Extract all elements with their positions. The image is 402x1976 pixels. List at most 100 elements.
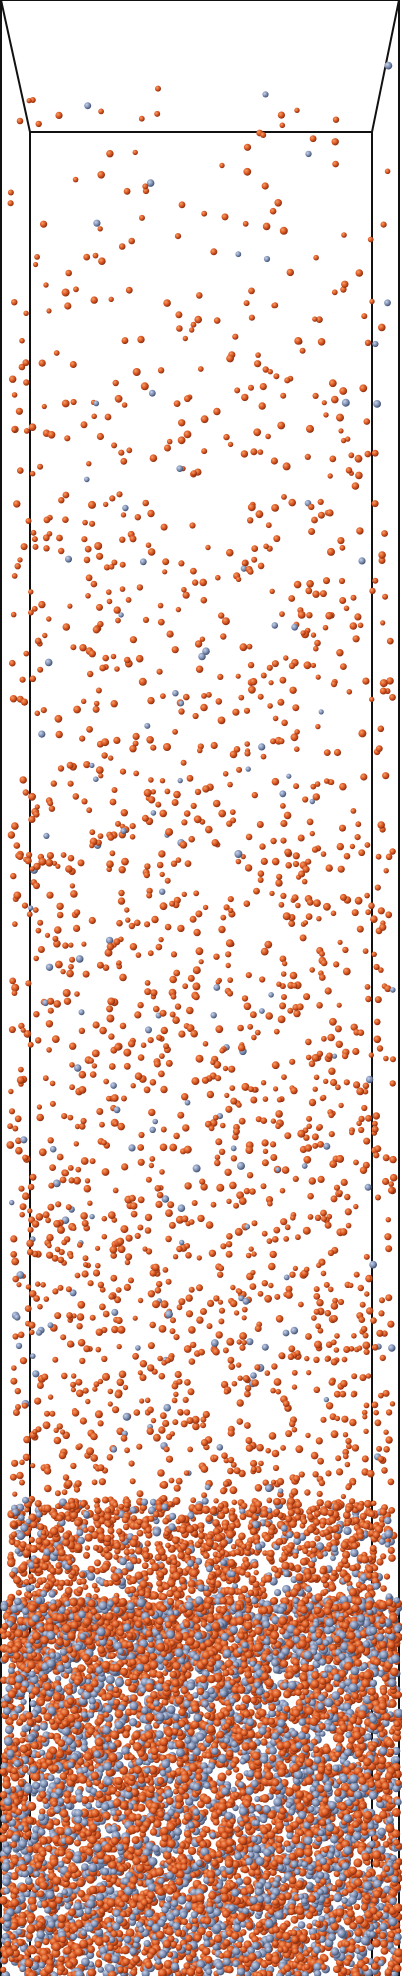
particle — [260, 947, 269, 956]
particle — [116, 1237, 125, 1246]
particle — [57, 1225, 65, 1234]
particle — [46, 852, 55, 860]
particle — [62, 1169, 69, 1177]
particle — [306, 899, 314, 906]
particle — [182, 335, 188, 342]
particle — [325, 1341, 333, 1348]
particle — [77, 1300, 86, 1309]
particle — [62, 491, 70, 499]
particle — [10, 611, 17, 618]
particle — [273, 373, 280, 380]
particle — [244, 1223, 251, 1230]
particle — [282, 462, 291, 471]
particle — [333, 1532, 342, 1541]
particle — [33, 955, 39, 962]
particle — [342, 1432, 349, 1438]
particle — [317, 338, 326, 346]
particle — [385, 1245, 393, 1253]
particle — [276, 873, 283, 880]
particle — [104, 1513, 112, 1521]
particle — [374, 1018, 381, 1026]
particle — [137, 1001, 144, 1009]
particle — [159, 809, 167, 818]
particle — [294, 1350, 301, 1356]
particle — [162, 1419, 170, 1428]
particle — [129, 1478, 136, 1485]
particle — [182, 1396, 189, 1403]
particle — [15, 1137, 22, 1145]
particle — [43, 1504, 52, 1513]
particle — [150, 1417, 157, 1424]
particle — [223, 433, 230, 441]
particle — [60, 1429, 66, 1435]
particle — [336, 1154, 345, 1163]
particle — [247, 568, 254, 575]
particle — [33, 1558, 39, 1564]
particle — [218, 809, 227, 818]
particle — [359, 1301, 366, 1308]
particle — [172, 1419, 179, 1426]
particle — [209, 1579, 216, 1586]
particle — [33, 862, 41, 871]
particle — [355, 471, 363, 480]
particle — [285, 1405, 291, 1412]
particle — [79, 1357, 86, 1365]
particle — [236, 1102, 242, 1108]
particle — [275, 1110, 283, 1118]
particle — [299, 934, 307, 942]
particle — [165, 1059, 173, 1067]
particle — [166, 438, 173, 445]
particle — [157, 1586, 164, 1593]
particle — [92, 1513, 100, 1522]
particle — [314, 1510, 321, 1517]
particle — [129, 1539, 138, 1548]
particle — [40, 1529, 47, 1536]
particle — [193, 928, 201, 937]
particle — [154, 1553, 162, 1561]
particle — [230, 817, 237, 824]
particle — [246, 643, 253, 650]
particle — [147, 1406, 154, 1414]
particle — [152, 1263, 160, 1272]
particle — [310, 1546, 318, 1554]
particle — [146, 179, 155, 187]
particle — [214, 1159, 221, 1167]
particle — [9, 659, 16, 667]
particle — [88, 500, 96, 509]
particle — [226, 354, 235, 363]
particle — [256, 821, 264, 828]
particle — [341, 1356, 348, 1363]
particle — [230, 1461, 237, 1468]
particle — [285, 862, 293, 869]
particle — [251, 545, 259, 552]
particle — [202, 904, 209, 911]
particle — [373, 1152, 380, 1159]
particle — [53, 1436, 62, 1445]
particle — [338, 428, 344, 434]
particle — [382, 1389, 390, 1397]
particle — [257, 1290, 264, 1297]
particle — [38, 359, 46, 367]
particle — [132, 732, 140, 741]
particle — [215, 1138, 223, 1146]
particle — [60, 852, 67, 858]
particle — [28, 423, 37, 432]
particle — [124, 1259, 131, 1266]
particle — [49, 1526, 59, 1536]
particle — [353, 1271, 360, 1278]
particle — [270, 1118, 277, 1124]
particle — [172, 1571, 181, 1581]
particle — [162, 1517, 170, 1525]
particle — [168, 1512, 177, 1521]
particle — [112, 1502, 119, 1508]
particle — [99, 1303, 106, 1311]
particle — [194, 315, 202, 324]
particle — [47, 800, 54, 807]
particle — [144, 921, 151, 928]
particle — [383, 1516, 392, 1525]
particle — [327, 1033, 335, 1042]
particle — [74, 1543, 83, 1552]
particle — [46, 1233, 54, 1242]
particle — [274, 1293, 281, 1300]
particle — [310, 662, 317, 669]
